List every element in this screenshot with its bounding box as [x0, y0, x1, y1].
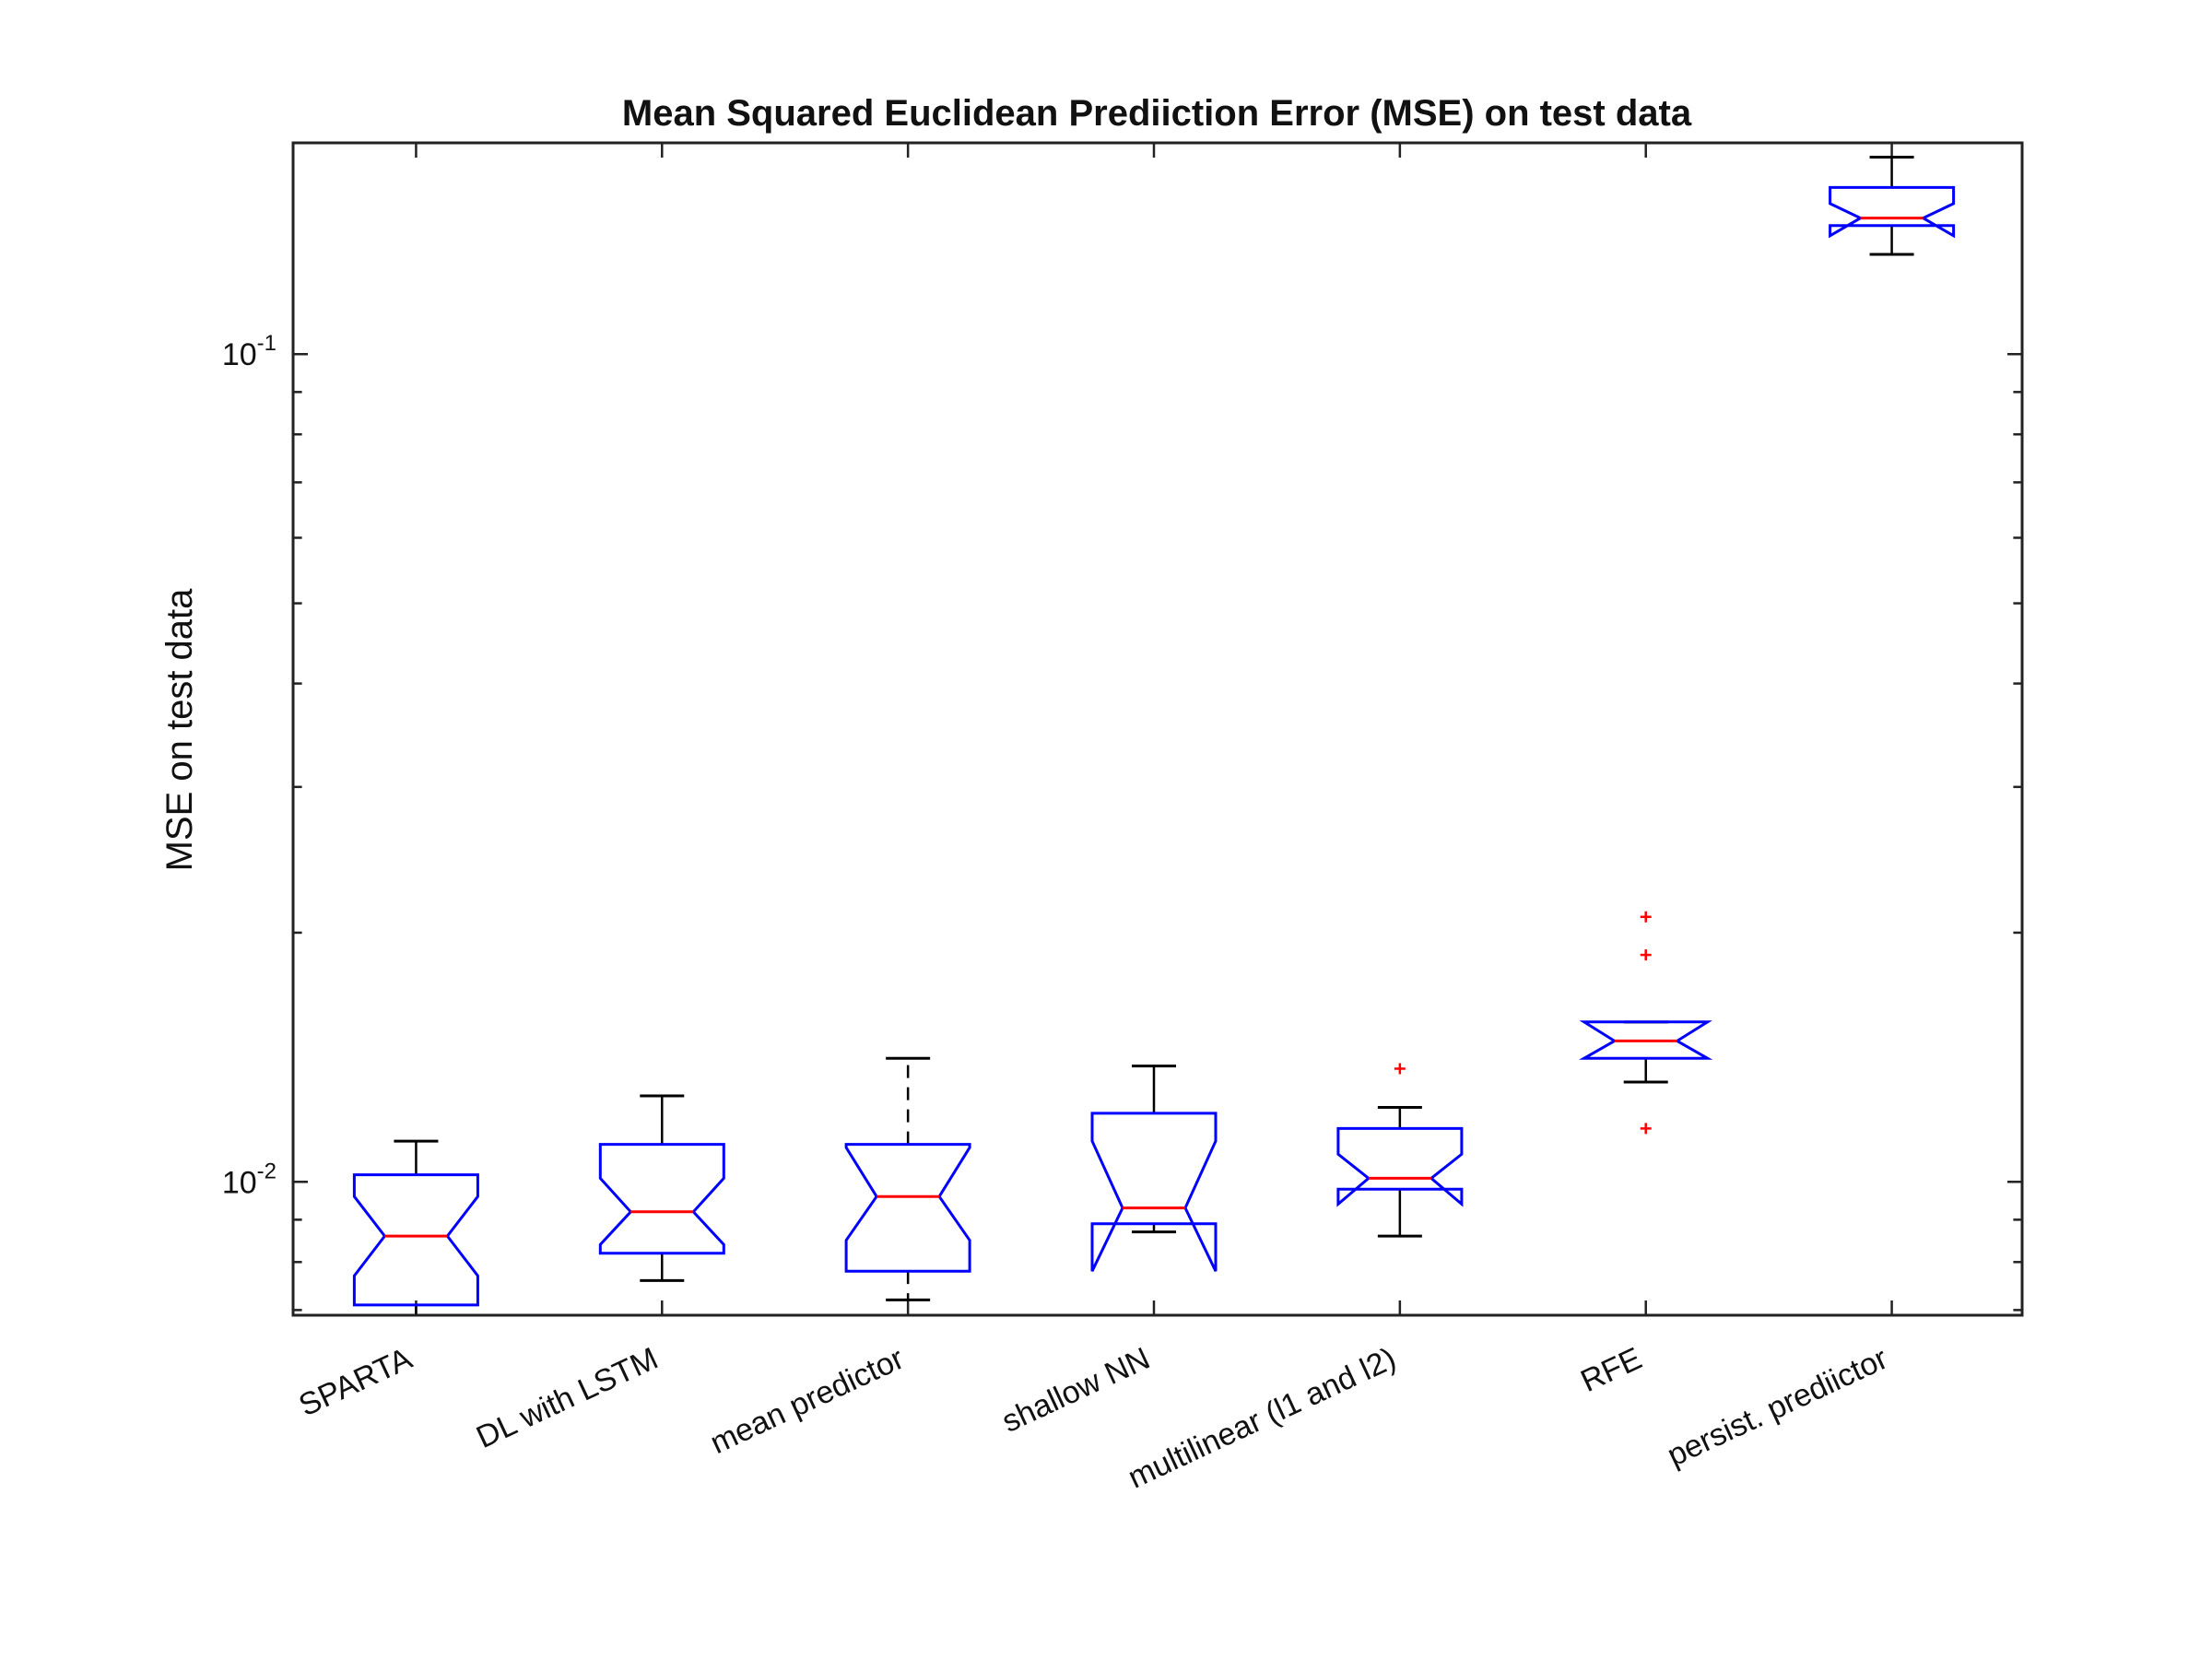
y-tick-label: 10-2 [222, 1159, 276, 1200]
outlier-marker [1640, 911, 1652, 923]
outlier-marker [1640, 949, 1652, 961]
box-6 [1579, 911, 1713, 1135]
outlier-marker [1394, 1063, 1406, 1075]
y-axis-label: MSE on test data [159, 588, 200, 872]
outlier-marker [1640, 1123, 1652, 1135]
box-notched-outline [1090, 1112, 1218, 1272]
box-2 [598, 1094, 725, 1282]
box-3 [844, 1056, 971, 1301]
box-notched-outline [1579, 1020, 1713, 1060]
box-notched-outline [1829, 185, 1956, 239]
axes-frame [291, 141, 2024, 1317]
chart-title: Mean Squared Euclidean Prediiction Error… [622, 93, 1692, 134]
y-tick-label: 10-1 [222, 331, 276, 372]
box-notched-outline [598, 1143, 725, 1255]
box-notched-outline [1336, 1126, 1464, 1207]
box-4 [1090, 1065, 1218, 1272]
box-notched-outline [844, 1143, 971, 1273]
box-notched-outline [352, 1173, 479, 1307]
box-7 [1829, 155, 1956, 256]
box-5 [1336, 1063, 1464, 1238]
